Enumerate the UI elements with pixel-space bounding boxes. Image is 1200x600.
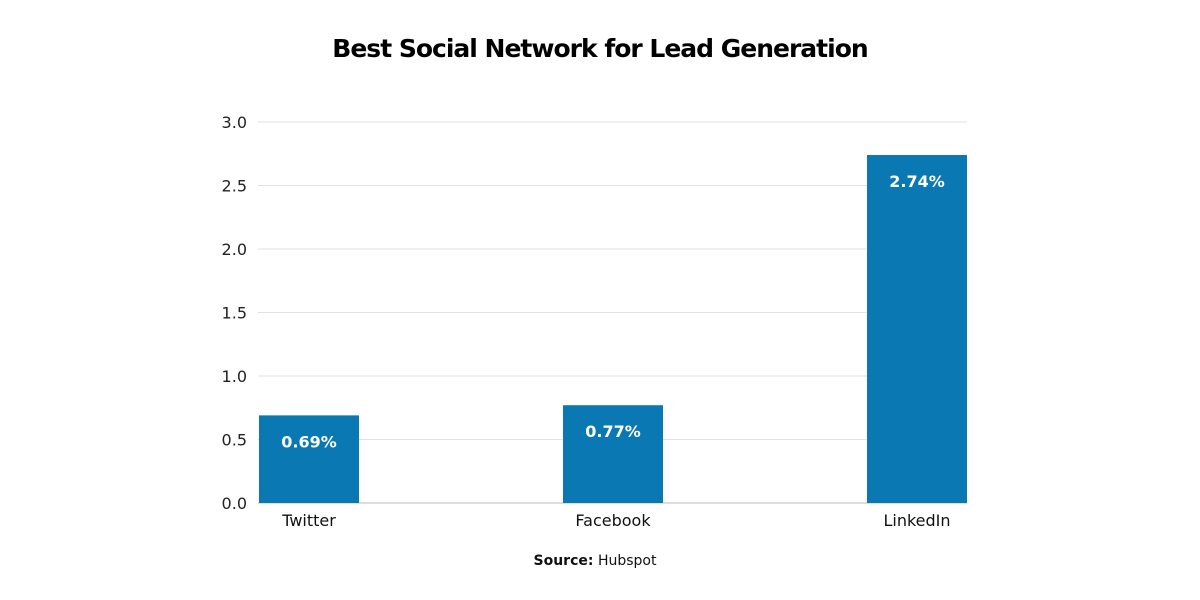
y-tick-label: 0.0 [222, 494, 247, 513]
y-tick-label: 2.0 [222, 240, 247, 259]
source-value: Hubspot [597, 553, 657, 569]
y-tick-label: 0.5 [222, 431, 247, 450]
bar-facebook [563, 405, 663, 503]
bar-linkedin [867, 155, 967, 503]
y-tick-label: 1.0 [222, 367, 247, 386]
x-tick-label: Facebook [575, 511, 651, 530]
y-tick-label: 3.0 [222, 113, 247, 132]
data-label: 0.77% [585, 422, 641, 441]
source-note: Source: Hubspot [0, 553, 1190, 569]
data-label: 2.74% [889, 172, 945, 191]
y-tick-label: 2.5 [222, 177, 247, 196]
x-tick-label: LinkedIn [883, 511, 950, 530]
source-label: Source: [533, 553, 594, 569]
data-label: 0.69% [281, 432, 337, 451]
chart-title: Best Social Network for Lead Generation [332, 34, 868, 63]
bar-twitter [259, 415, 359, 503]
x-tick-label: Twitter [281, 511, 336, 530]
y-tick-label: 1.5 [222, 304, 247, 323]
